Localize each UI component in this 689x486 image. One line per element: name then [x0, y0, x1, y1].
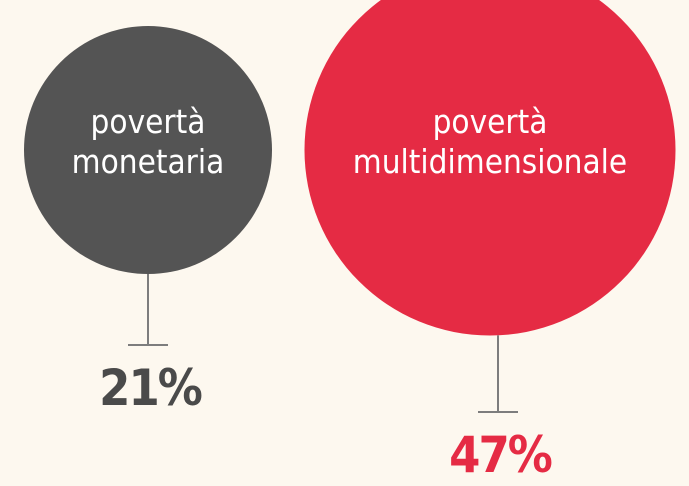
- value-label: 21%: [99, 359, 203, 417]
- category-label: povertà monetaria: [71, 102, 225, 181]
- bubble: [304, 0, 676, 336]
- bubble: [23, 25, 273, 275]
- value-label: 47%: [449, 426, 553, 484]
- category-label: povertà multidimensionale: [352, 102, 628, 181]
